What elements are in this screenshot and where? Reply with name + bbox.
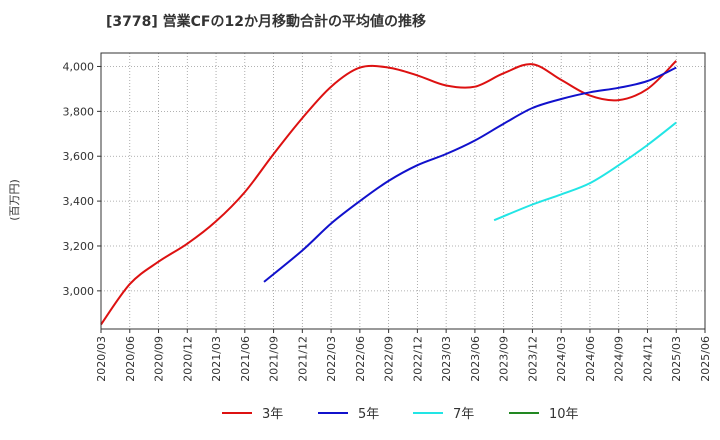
- x-tick-label: 2021/12: [296, 336, 309, 382]
- x-tick-label: 2024/09: [613, 336, 626, 382]
- x-tick-label: 2021/09: [268, 336, 281, 382]
- y-tick-label: 3,200: [63, 240, 95, 253]
- x-tick-label: 2023/09: [498, 336, 511, 382]
- x-axis: 2020/03 2020/06 2020/09 2020/12 2021/03 2021/…: [95, 329, 712, 382]
- x-tick-label: 2024/06: [584, 336, 597, 382]
- x-tick-label: 2020/06: [124, 336, 137, 382]
- x-tick-label: 2022/12: [411, 336, 424, 382]
- chart-title: [3778] 営業CFの12か月移動合計の平均値の推移: [106, 13, 426, 30]
- y-tick-label: 3,600: [63, 150, 95, 163]
- x-tick-label: 2023/03: [440, 336, 453, 382]
- y-tick-label: 3,800: [63, 105, 95, 118]
- x-tick-label: 2022/09: [383, 336, 396, 382]
- y-tick-label: 3,000: [63, 285, 95, 298]
- series-line-1: [263, 66, 677, 283]
- series-lines: [100, 60, 677, 326]
- x-tick-label: 2025/06: [699, 336, 712, 382]
- legend-label: 3年: [262, 407, 283, 422]
- y-tick-label: 4,000: [63, 60, 95, 73]
- series-line-2: [493, 121, 677, 222]
- legend-label: 10年: [549, 407, 579, 422]
- x-tick-label: 2025/03: [670, 336, 683, 382]
- legend: 3年 5年 7年 10年: [222, 407, 579, 422]
- x-tick-label: 2022/03: [325, 336, 338, 382]
- x-tick-label: 2021/06: [239, 336, 252, 382]
- x-tick-label: 2024/12: [641, 336, 654, 382]
- x-tick-label: 2021/03: [210, 336, 223, 382]
- legend-label: 7年: [453, 407, 474, 422]
- legend-label: 5年: [358, 407, 379, 422]
- x-tick-label: 2020/09: [153, 336, 166, 382]
- y-axis-label: (百万円): [8, 179, 21, 221]
- y-tick-label: 3,400: [63, 195, 95, 208]
- x-tick-label: 2024/03: [555, 336, 568, 382]
- plot-frame: [100, 52, 706, 330]
- x-tick-label: 2020/03: [95, 336, 108, 382]
- x-tick-label: 2022/06: [354, 336, 367, 382]
- series-line-0: [100, 60, 677, 326]
- x-tick-label: 2023/12: [526, 336, 539, 382]
- grid: [100, 53, 706, 329]
- x-tick-label: 2023/06: [469, 336, 482, 382]
- x-tick-label: 2020/12: [181, 336, 194, 382]
- y-axis: 3,000 3,200 3,400 3,600 3,800 4,000: [63, 60, 101, 298]
